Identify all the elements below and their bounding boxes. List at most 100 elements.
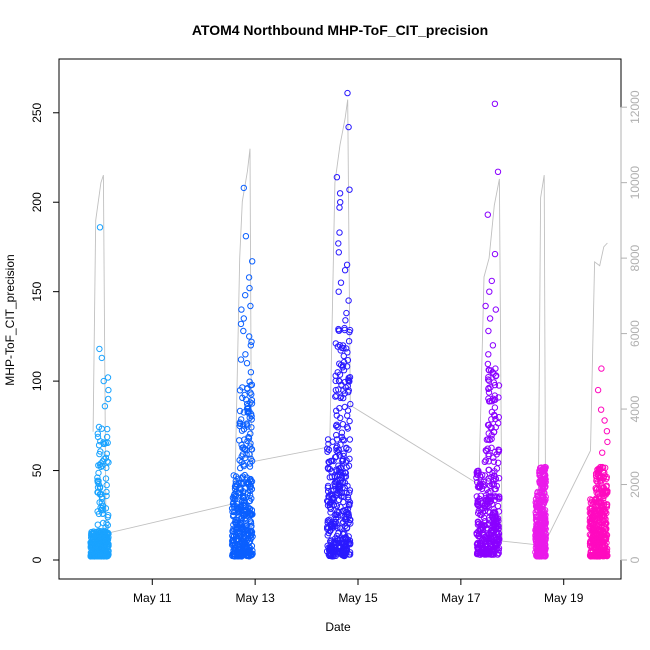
data-point: [484, 548, 491, 556]
data-point: [248, 413, 255, 420]
data-point: [103, 450, 111, 457]
data-point: [541, 498, 548, 505]
data-point: [541, 470, 548, 478]
outlier-point: [247, 302, 254, 310]
outlier-point: [337, 199, 344, 206]
data-point: [101, 527, 108, 535]
data-point: [591, 513, 598, 520]
outlier-point: [486, 288, 493, 295]
outlier-point: [337, 279, 345, 286]
y-tick-label: 200: [30, 192, 44, 212]
data-point: [247, 487, 254, 495]
outlier-point: [240, 315, 248, 322]
outlier-point: [242, 233, 250, 240]
data-point: [485, 517, 493, 524]
data-point: [341, 403, 348, 411]
data-point: [489, 500, 496, 508]
data-point: [88, 530, 96, 537]
data-point: [241, 436, 248, 443]
data-point: [329, 553, 336, 560]
data-point: [596, 477, 603, 485]
data-point: [98, 425, 106, 432]
data-point: [488, 444, 495, 451]
data-point: [326, 518, 333, 525]
x-tick-label: May 17: [441, 591, 481, 605]
data-point: [102, 551, 109, 558]
y2-tick-label: 4000: [628, 395, 642, 422]
data-point: [541, 542, 548, 549]
data-point: [326, 527, 333, 535]
data-point: [95, 469, 102, 477]
outlier-point: [240, 327, 247, 335]
data-point: [477, 498, 484, 505]
chart-title: ATOM4 Northbound MHP-ToF_CIT_precision: [192, 22, 488, 38]
data-point: [248, 397, 256, 404]
data-point: [345, 446, 352, 453]
data-point: [587, 525, 594, 532]
outlier-point: [246, 284, 253, 292]
data-point: [483, 534, 491, 541]
data-point: [542, 551, 549, 558]
outlier-point: [335, 288, 342, 295]
data-point: [242, 396, 250, 403]
outlier-point: [598, 365, 605, 372]
data-point: [344, 407, 352, 414]
outlier-point: [335, 249, 342, 256]
data-point: [230, 528, 237, 535]
data-point: [94, 477, 101, 484]
x-tick-label: May 13: [235, 591, 275, 605]
outlier-point: [246, 333, 253, 340]
data-point: [539, 532, 546, 540]
data-point: [589, 500, 596, 508]
data-point: [233, 481, 241, 489]
y-tick-label: 50: [30, 464, 44, 478]
data-point: [335, 327, 342, 334]
data-point: [232, 516, 239, 523]
outlier-point: [345, 123, 352, 131]
data-point: [333, 421, 340, 428]
data-point: [482, 492, 490, 499]
data-point: [242, 514, 249, 522]
point-cluster-1: [87, 224, 112, 560]
data-point: [603, 509, 610, 517]
data-point: [490, 429, 498, 436]
point-cluster-4: [473, 100, 503, 558]
data-point: [491, 392, 498, 399]
outlier-point: [346, 186, 353, 193]
data-point: [246, 460, 254, 467]
data-point: [340, 352, 347, 360]
data-point: [95, 552, 103, 559]
data-point: [105, 547, 112, 555]
data-point: [339, 520, 346, 527]
data-point: [342, 534, 350, 542]
data-point: [539, 525, 546, 532]
data-point: [492, 485, 499, 493]
data-point: [490, 506, 497, 513]
data-point: [241, 485, 248, 492]
data-point: [487, 367, 495, 374]
data-point: [478, 520, 485, 528]
data-point: [234, 505, 241, 512]
outlier-point: [247, 342, 255, 349]
outlier-point: [248, 338, 255, 345]
data-point: [334, 449, 342, 456]
data-point: [592, 521, 600, 529]
data-point: [540, 480, 547, 487]
data-point: [345, 462, 353, 469]
data-point: [491, 404, 499, 411]
data-point: [249, 547, 256, 554]
outlier-point: [100, 377, 107, 385]
y2-tick-label: 12000: [628, 90, 642, 124]
data-point: [238, 506, 245, 514]
count-series-line: [92, 99, 608, 546]
outlier-point: [243, 360, 251, 367]
data-point: [324, 502, 332, 509]
point-cluster-6: [586, 365, 611, 560]
data-point: [604, 487, 611, 495]
data-point: [337, 394, 344, 402]
data-point: [479, 500, 486, 507]
outlier-point: [597, 406, 605, 413]
data-point: [495, 493, 503, 500]
data-point: [341, 324, 348, 332]
data-point: [330, 549, 337, 556]
